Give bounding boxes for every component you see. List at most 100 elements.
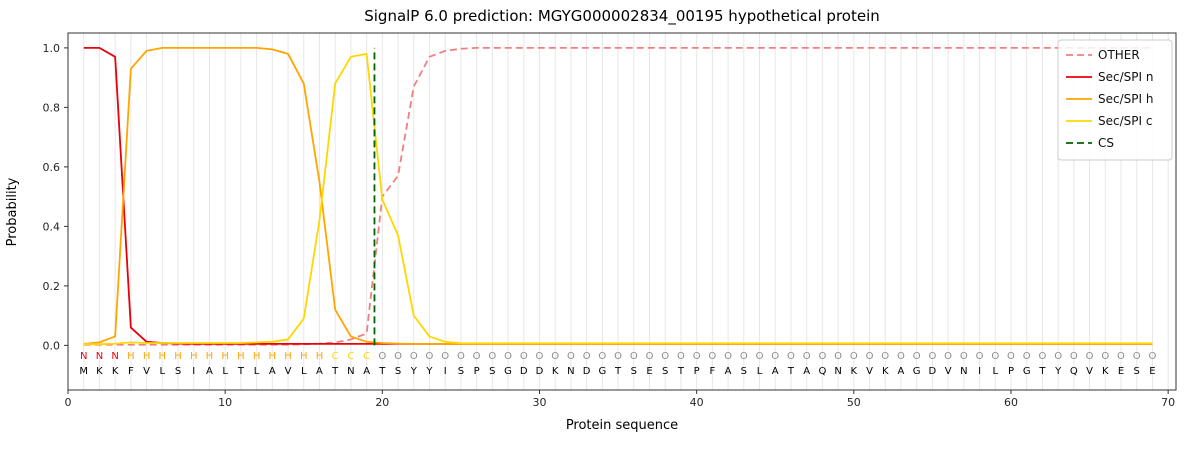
region-label: O — [488, 351, 496, 362]
residue: V — [866, 366, 873, 377]
region-label: O — [803, 351, 811, 362]
residue: P — [694, 366, 700, 377]
residue: S — [1134, 366, 1140, 377]
series-sec-spi-c — [83, 52, 1153, 346]
residue: N — [567, 366, 574, 377]
y-tick-label: 0.6 — [43, 161, 61, 174]
residue: A — [206, 366, 213, 377]
region-label: O — [944, 351, 952, 362]
residue: K — [112, 366, 119, 377]
region-label: O — [787, 351, 795, 362]
region-label: C — [363, 351, 370, 362]
residue: L — [992, 366, 998, 377]
region-label: H — [253, 351, 261, 362]
region-label: H — [284, 351, 292, 362]
residue: S — [489, 366, 495, 377]
residue: M — [79, 366, 88, 377]
region-label: O — [960, 351, 968, 362]
residue: E — [1149, 366, 1155, 377]
residue: Q — [1070, 366, 1078, 377]
residue: N — [347, 366, 354, 377]
residue: D — [536, 366, 544, 377]
residue: K — [851, 366, 858, 377]
region-label: O — [551, 351, 559, 362]
plot-border — [67, 32, 1177, 391]
residue: Y — [410, 366, 418, 377]
region-label: O — [677, 351, 685, 362]
residue: V — [945, 366, 952, 377]
residue: D — [520, 366, 528, 377]
region-label: O — [504, 351, 512, 362]
residue: N — [834, 366, 841, 377]
region-label: O — [913, 351, 921, 362]
region-label: O — [756, 351, 764, 362]
region-label: H — [221, 351, 229, 362]
region-label: O — [536, 351, 544, 362]
region-label: O — [991, 351, 999, 362]
region-label: O — [598, 351, 606, 362]
region-label: O — [1023, 351, 1031, 362]
region-label: O — [473, 351, 481, 362]
residue: E — [646, 366, 652, 377]
residue: P — [474, 366, 480, 377]
residue: N — [960, 366, 967, 377]
region-label: O — [1148, 351, 1156, 362]
region-label: O — [457, 351, 465, 362]
region-label: O — [394, 351, 402, 362]
y-tick-label: 0.4 — [43, 220, 61, 233]
region-label: O — [976, 351, 984, 362]
region-label: O — [1038, 351, 1046, 362]
region-label: O — [1101, 351, 1109, 362]
residue: T — [331, 366, 339, 377]
legend-label: OTHER — [1098, 48, 1140, 62]
residue: L — [160, 366, 166, 377]
legend-label: Sec/SPI n — [1098, 70, 1153, 84]
residue: S — [458, 366, 464, 377]
residue: Y — [1054, 366, 1062, 377]
residue: G — [1023, 366, 1031, 377]
region-label: O — [1007, 351, 1015, 362]
residue: A — [898, 366, 905, 377]
region-label: H — [237, 351, 245, 362]
region-label: O — [426, 351, 434, 362]
region-label: O — [928, 351, 936, 362]
region-label: O — [661, 351, 669, 362]
residue: S — [395, 366, 401, 377]
region-label: O — [724, 351, 732, 362]
residue: S — [631, 366, 637, 377]
region-label: O — [567, 351, 575, 362]
residue: Q — [818, 366, 826, 377]
region-label: O — [818, 351, 826, 362]
region-label: O — [1133, 351, 1141, 362]
residue: I — [444, 366, 447, 377]
region-label: C — [332, 351, 339, 362]
region-label: O — [410, 351, 418, 362]
region-label: O — [850, 351, 858, 362]
y-tick-label: 1.0 — [43, 42, 61, 55]
residue: T — [787, 366, 795, 377]
y-tick-label: 0.8 — [43, 101, 61, 114]
residue: S — [662, 366, 668, 377]
residue: L — [254, 366, 260, 377]
residue: D — [583, 366, 591, 377]
x-tick-label: 50 — [847, 396, 861, 409]
region-label: O — [897, 351, 905, 362]
region-label: O — [630, 351, 638, 362]
residue: F — [128, 366, 134, 377]
residue: P — [1008, 366, 1014, 377]
x-tick-label: 60 — [1004, 396, 1018, 409]
residue: A — [725, 366, 732, 377]
region-label: O — [771, 351, 779, 362]
region-label: O — [1086, 351, 1094, 362]
region-label: O — [834, 351, 842, 362]
region-label: O — [1070, 351, 1078, 362]
residue: A — [269, 366, 276, 377]
x-axis-label: Protein sequence — [566, 418, 678, 433]
y-axis-label: Probability — [5, 177, 20, 246]
x-tick-label: 0 — [65, 396, 72, 409]
region-label: H — [300, 351, 308, 362]
residue: A — [316, 366, 323, 377]
residue: L — [757, 366, 763, 377]
